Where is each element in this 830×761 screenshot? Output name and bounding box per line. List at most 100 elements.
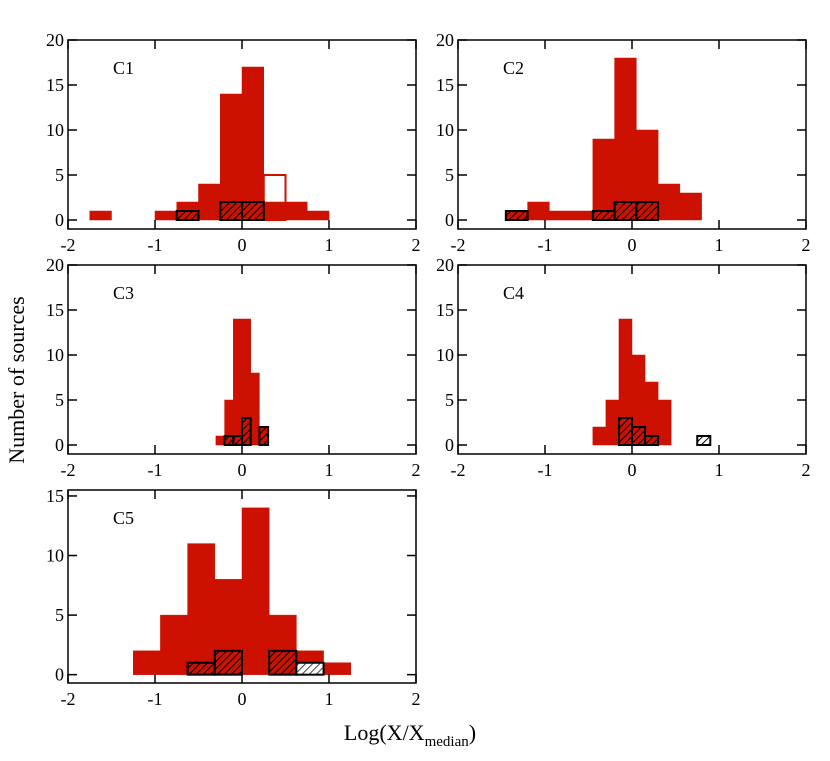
x-tick-label: 0: [628, 235, 637, 255]
histogram-bar: [187, 543, 216, 675]
x-tick-label: -1: [538, 235, 553, 255]
histogram-bar: [679, 192, 702, 221]
histogram-bar: [592, 426, 607, 446]
x-label-close: ): [469, 720, 476, 745]
histogram-bar: [241, 417, 252, 446]
histogram-bar: [241, 201, 265, 221]
histogram-bar: [215, 435, 225, 446]
y-tick-label: 10: [436, 120, 454, 140]
histogram-bar: [605, 399, 620, 446]
y-tick-label: 0: [445, 435, 454, 455]
x-label-sub: median: [425, 734, 470, 750]
histogram-bar: [213, 649, 243, 676]
histogram-bar: [250, 372, 260, 446]
y-tick-label: 10: [46, 345, 64, 365]
histogram-bar: [631, 426, 647, 446]
y-tick-label: 15: [436, 75, 454, 95]
x-tick-label: 0: [238, 460, 247, 480]
x-tick-label: -1: [538, 460, 553, 480]
y-tick-label: 10: [46, 120, 64, 140]
histogram-bar: [613, 201, 638, 221]
x-tick-label: -2: [61, 689, 76, 709]
y-tick-label: 10: [46, 546, 64, 566]
y-tick-label: 10: [436, 345, 454, 365]
y-tick-label: 20: [46, 255, 64, 275]
x-tick-label: 2: [412, 689, 421, 709]
x-tick-label: 1: [325, 689, 334, 709]
histogram-bar: [549, 210, 572, 221]
y-tick-label: 15: [436, 300, 454, 320]
histogram-bar: [504, 210, 529, 221]
x-tick-label: -2: [61, 460, 76, 480]
x-tick-label: 0: [628, 460, 637, 480]
y-tick-label: 5: [445, 165, 454, 185]
histogram-bar: [696, 435, 712, 446]
y-tick-label: 0: [55, 665, 64, 685]
histogram-bar: [160, 614, 188, 675]
x-tick-label: 1: [715, 460, 724, 480]
histogram-bar: [198, 183, 221, 221]
y-tick-label: 5: [445, 390, 454, 410]
x-tick-label: 0: [238, 235, 247, 255]
y-axis-label: Number of sources: [4, 296, 29, 463]
histogram-bar: [263, 201, 286, 221]
y-tick-label: 0: [445, 210, 454, 230]
y-tick-label: 0: [55, 210, 64, 230]
panel-title: C2: [503, 58, 524, 78]
panel-title: C4: [503, 283, 524, 303]
x-tick-label: 0: [238, 689, 247, 709]
histogram-bar: [219, 201, 243, 221]
histogram-bar: [307, 210, 330, 221]
panel-title: C3: [113, 283, 134, 303]
histogram-bar: [233, 318, 243, 446]
histogram-bar: [527, 201, 550, 221]
panel-title: C1: [113, 58, 134, 78]
histogram-bar: [262, 174, 287, 221]
y-tick-label: 20: [46, 30, 64, 50]
histogram-bar: [323, 662, 351, 675]
histogram-bar: [592, 138, 615, 221]
y-tick-label: 20: [436, 30, 454, 50]
histogram-bar: [285, 201, 308, 221]
x-tick-label: -1: [148, 460, 163, 480]
x-label-main: Log(X/X: [344, 720, 425, 745]
histogram-bar: [241, 66, 264, 221]
histogram-bar: [175, 210, 200, 221]
x-tick-label: -2: [451, 235, 466, 255]
x-axis-label: Log(X/Xmedian): [344, 720, 476, 750]
histogram-bar: [133, 650, 161, 675]
histogram-bar: [232, 435, 244, 446]
y-tick-label: 15: [46, 486, 64, 506]
y-tick-label: 20: [436, 255, 454, 275]
y-tick-label: 0: [55, 435, 64, 455]
x-tick-label: 2: [802, 235, 811, 255]
histogram-bar: [186, 661, 216, 676]
histogram-bar: [657, 183, 681, 221]
y-tick-label: 5: [55, 165, 64, 185]
histogram-bar: [223, 435, 235, 446]
x-tick-label: 1: [325, 460, 334, 480]
histogram-bar: [570, 210, 594, 221]
histogram-bar: [268, 649, 298, 676]
histogram-bar: [635, 201, 660, 221]
x-tick-label: 2: [802, 460, 811, 480]
histogram-bar: [617, 417, 634, 446]
histogram-bar: [154, 210, 177, 221]
histogram-bar: [258, 426, 270, 446]
x-tick-label: -2: [61, 235, 76, 255]
x-tick-label: 1: [715, 235, 724, 255]
histogram-bar: [89, 210, 112, 221]
histogram-bar: [295, 661, 325, 676]
x-tick-label: -1: [148, 235, 163, 255]
histogram-bar: [644, 435, 660, 446]
histogram-bar: [241, 507, 270, 675]
y-tick-label: 15: [46, 300, 64, 320]
y-tick-label: 5: [55, 390, 64, 410]
y-tick-label: 15: [46, 75, 64, 95]
panel-title: C5: [113, 508, 134, 528]
histogram-bar: [614, 57, 637, 221]
y-tick-label: 5: [55, 605, 64, 625]
x-tick-label: 1: [325, 235, 334, 255]
x-tick-label: -2: [451, 460, 466, 480]
